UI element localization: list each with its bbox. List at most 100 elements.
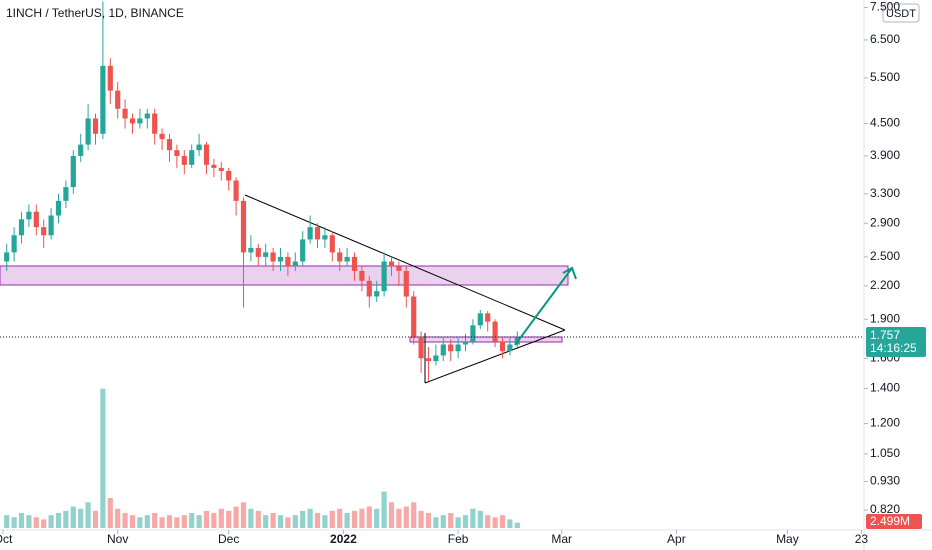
- y-tick-label: 2.900: [870, 215, 900, 229]
- volume-bar: [314, 513, 321, 528]
- candle-body: [403, 270, 409, 297]
- volume-bar: [292, 515, 298, 528]
- candle-body: [107, 65, 113, 91]
- triangle-lower-line: [424, 329, 566, 384]
- last-price-box: [866, 326, 926, 357]
- last-volume-label: 2.499M: [870, 514, 910, 528]
- volume-bar: [337, 508, 343, 528]
- volume-bar: [196, 515, 202, 528]
- candle-body: [181, 155, 187, 165]
- candle-body: [359, 270, 365, 281]
- volume-bar: [248, 508, 254, 528]
- volume-bar: [329, 510, 335, 528]
- volume-bar: [144, 515, 150, 528]
- candle-body: [203, 144, 210, 165]
- candle-body: [18, 219, 25, 236]
- candle-body: [322, 235, 328, 240]
- volume-bar: [470, 508, 476, 528]
- candle-body: [300, 239, 306, 262]
- volume-bar: [41, 519, 47, 528]
- candle-body: [255, 248, 261, 257]
- candle-body: [196, 144, 202, 151]
- volume-bar: [11, 517, 17, 528]
- candle-body: [329, 235, 335, 253]
- volume-bar: [485, 515, 491, 528]
- candle-body: [248, 248, 254, 253]
- candle-body: [33, 211, 39, 228]
- volume-bar: [514, 522, 520, 528]
- currency-button[interactable]: [882, 3, 920, 23]
- candle-body: [270, 252, 276, 262]
- x-tick-label: 2022: [330, 532, 357, 546]
- volume-bar: [455, 517, 461, 528]
- currency-button-label[interactable]: USDT: [886, 8, 916, 20]
- candle-body: [388, 261, 395, 267]
- volume-bar: [18, 513, 25, 528]
- candle-body: [411, 296, 417, 338]
- candle-body: [462, 341, 469, 345]
- candle-body: [470, 325, 476, 342]
- candle-body: [381, 261, 387, 292]
- last-price-label: 1.757: [870, 328, 900, 342]
- candle-body: [70, 155, 76, 188]
- x-tick-label: 23: [855, 532, 869, 546]
- volume-bar: [388, 502, 395, 528]
- volume-bar: [270, 513, 276, 528]
- volume-bar: [26, 515, 32, 528]
- y-tick-label: 1.200: [870, 416, 900, 430]
- candle-body: [48, 215, 54, 236]
- volume-bar: [181, 515, 187, 528]
- candle-body: [189, 150, 195, 165]
- candle-body: [440, 344, 446, 356]
- volume-bar: [33, 517, 39, 528]
- candle-body: [307, 227, 313, 240]
- volume-bar: [300, 510, 306, 528]
- y-tick-label: 1.400: [870, 381, 900, 395]
- candle-body: [100, 65, 106, 134]
- volume-bar: [277, 515, 284, 528]
- candle-body: [211, 164, 217, 168]
- volume-bar: [433, 517, 439, 528]
- candle-body: [448, 344, 454, 352]
- volume-bar: [499, 515, 506, 528]
- y-tick-label: 4.500: [870, 116, 900, 130]
- symbol-title: 1INCH / TetherUS, 1D, BINANCE: [6, 6, 184, 20]
- volume-bar: [233, 506, 239, 528]
- candle-body: [26, 211, 32, 220]
- volume-bar: [418, 510, 424, 528]
- volume-bar: [263, 515, 269, 528]
- candle-body: [492, 321, 498, 342]
- volume-bar: [115, 508, 121, 528]
- y-tick-label: 3.900: [870, 148, 900, 162]
- candles: [4, 1, 520, 381]
- x-tick-label: Nov: [107, 532, 128, 546]
- volume-bar: [100, 388, 106, 528]
- volume-bar: [359, 508, 365, 528]
- candle-body: [485, 313, 491, 322]
- volume-bar: [403, 506, 409, 528]
- volume-pane: [4, 388, 520, 528]
- candle-body: [507, 344, 513, 352]
- volume-bar: [396, 508, 402, 528]
- volume-bar: [166, 515, 173, 528]
- candle-body: [174, 150, 180, 156]
- y-tick-label: 5.500: [870, 70, 900, 84]
- volume-bar: [381, 491, 387, 528]
- y-tick-label: 2.200: [870, 278, 900, 292]
- y-tick-label: 1.900: [870, 311, 900, 325]
- candle-body: [433, 355, 439, 362]
- volume-bar: [307, 508, 313, 528]
- volume-bar: [507, 519, 513, 528]
- candle-body: [226, 170, 232, 181]
- x-tick-label: May: [776, 532, 799, 546]
- candle-body: [477, 313, 483, 326]
- candle-body: [41, 227, 47, 236]
- y-tick-label: 2.500: [870, 249, 900, 263]
- candle-body: [314, 227, 321, 240]
- volume-bar: [477, 510, 483, 528]
- volume-bar: [492, 517, 498, 528]
- arrow-head: [562, 266, 577, 280]
- candle-body: [396, 266, 402, 271]
- countdown-label: 14:16:25: [870, 341, 917, 355]
- volume-bar: [448, 513, 454, 528]
